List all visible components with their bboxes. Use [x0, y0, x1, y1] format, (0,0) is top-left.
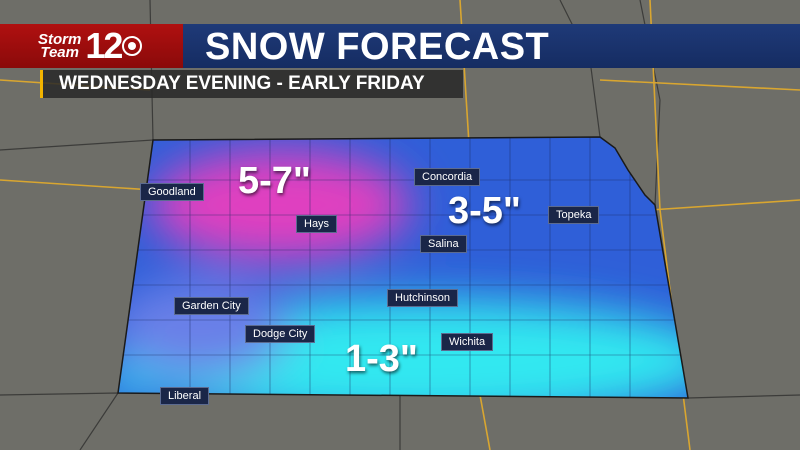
city-label-topeka: Topeka: [548, 206, 600, 224]
city-label-wichita: Wichita: [441, 333, 494, 351]
amount-light: 1-3": [345, 338, 418, 380]
subtitle: WEDNESDAY EVENING - EARLY FRIDAY: [59, 73, 425, 94]
amount-heavy: 5-7": [238, 160, 311, 202]
subtitle-bar: WEDNESDAY EVENING - EARLY FRIDAY: [40, 70, 463, 98]
cbs-eye-icon: [122, 36, 143, 56]
title-bar: SNOW FORECAST: [183, 24, 800, 68]
city-label-concordia: Concordia: [414, 168, 481, 186]
storm-team-12-logo: Storm Team 12: [0, 24, 183, 68]
header: Storm Team 12 SNOW FORECAST: [0, 24, 800, 68]
city-label-garden-city: Garden City: [174, 297, 249, 315]
logo-line2: Team: [40, 44, 79, 61]
page-title: SNOW FORECAST: [205, 26, 550, 68]
city-label-hays: Hays: [296, 215, 338, 233]
city-label-goodland: Goodland: [140, 183, 204, 201]
city-label-hutchinson: Hutchinson: [387, 289, 459, 307]
logo-number: 12: [85, 25, 123, 66]
city-label-liberal: Liberal: [160, 387, 210, 405]
kansas-snowfall: [118, 137, 688, 398]
city-label-salina: Salina: [420, 235, 467, 253]
city-label-dodge-city: Dodge City: [245, 325, 316, 343]
logo-line1: Storm: [38, 31, 82, 48]
amount-moderate: 3-5": [448, 190, 521, 232]
